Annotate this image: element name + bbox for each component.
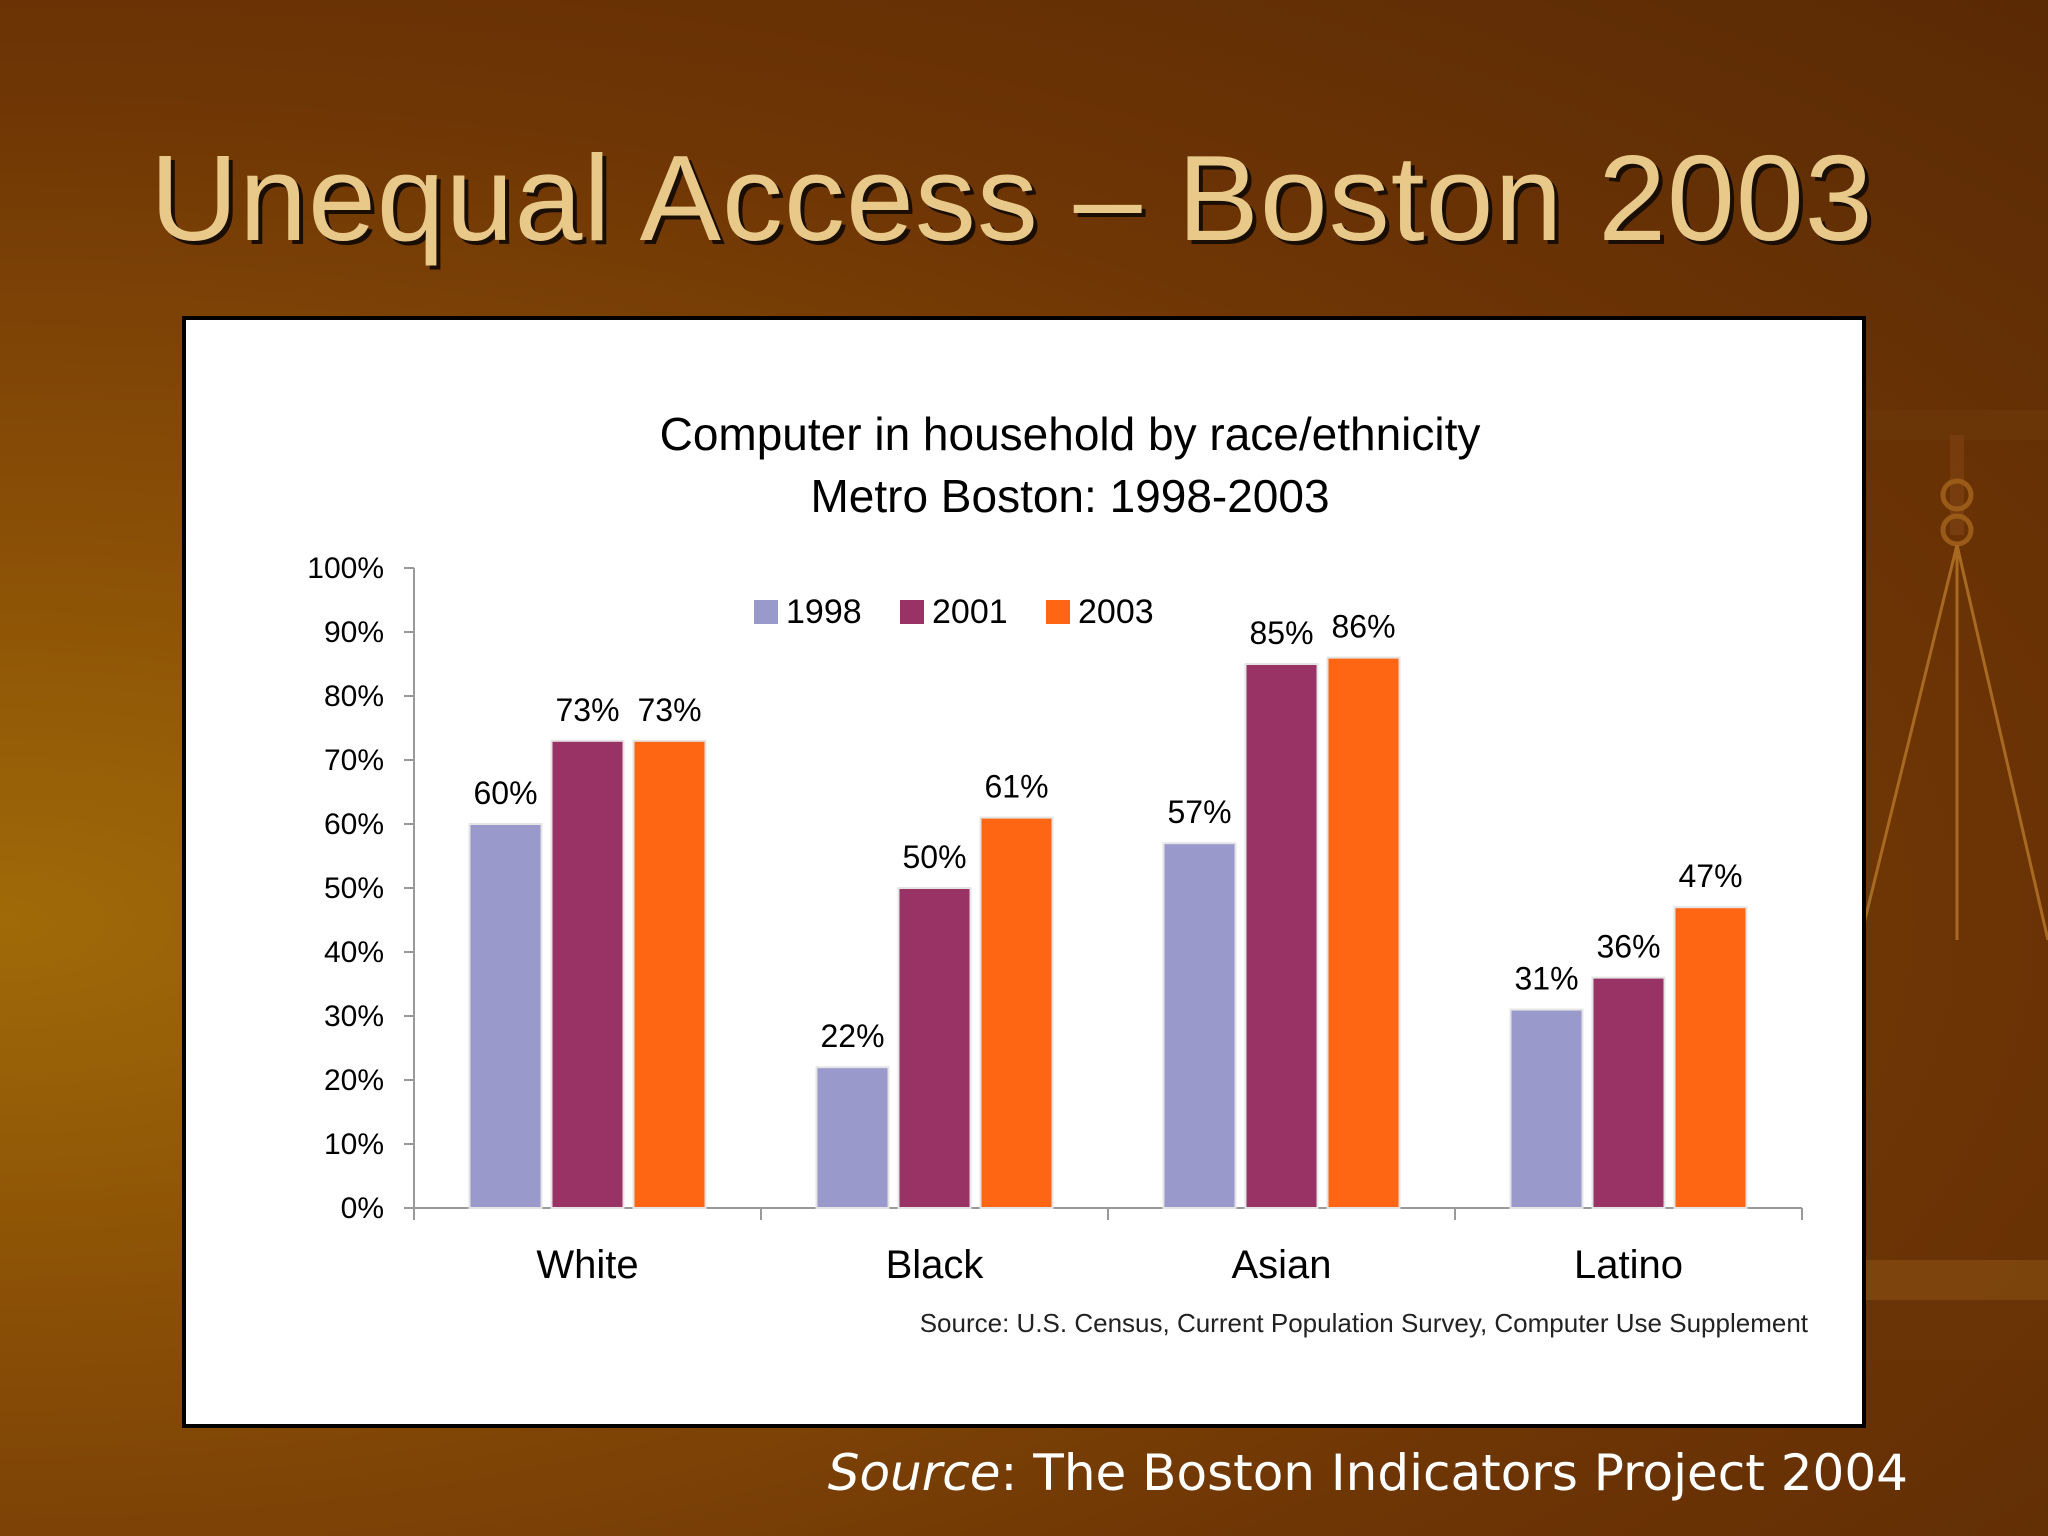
data-label: 85% [1249, 615, 1313, 651]
bar-white-2003 [632, 739, 707, 1209]
x-tick-label: Asian [1231, 1243, 1331, 1287]
bar-asian-2003 [1326, 656, 1401, 1210]
y-tick-label: 60% [324, 808, 384, 841]
bar-black-2003 [979, 816, 1054, 1209]
legend-label: 2001 [932, 593, 1008, 631]
y-tick-label: 50% [324, 872, 384, 905]
legend-label: 2003 [1078, 593, 1154, 631]
bar-latino-2001 [1591, 976, 1666, 1209]
bars [468, 656, 1748, 1210]
scales-of-justice-icon [1840, 410, 2048, 1360]
bar-latino-1998 [1509, 1008, 1584, 1209]
bar-asian-2001 [1244, 663, 1319, 1209]
data-label: 73% [637, 692, 701, 728]
chart-subtitle: Metro Boston: 1998-2003 [810, 470, 1329, 522]
y-tick-label: 70% [324, 744, 384, 777]
x-tick-label: White [536, 1243, 638, 1287]
bar-chart: Computer in household by race/ethnicity … [307, 408, 1809, 1338]
data-label: 47% [1678, 858, 1742, 894]
y-tick-label: 10% [324, 1128, 384, 1161]
chart-source-note: Source: U.S. Census, Current Population … [920, 1308, 1809, 1338]
data-label: 50% [902, 839, 966, 875]
data-label: 31% [1514, 961, 1578, 997]
x-axis-labels: White Black Asian Latino [536, 1243, 1683, 1287]
y-tick-label: 40% [324, 936, 384, 969]
bar-black-1998 [815, 1066, 890, 1210]
y-axis-ticks: 0% 10% 20% 30% 40% 50% 60% 70% 80% 90% 100% [307, 552, 414, 1225]
footer-source-label: Source [827, 1444, 1001, 1502]
legend-label: 1998 [786, 593, 862, 631]
bar-latino-2003 [1673, 906, 1748, 1209]
data-label: 61% [984, 769, 1048, 805]
y-tick-label: 30% [324, 1000, 384, 1033]
y-tick-label: 90% [324, 616, 384, 649]
slide-title: Unequal Access – Boston 2003 [150, 130, 1874, 266]
y-tick-label: 100% [307, 552, 384, 585]
data-label: 36% [1596, 929, 1660, 965]
bar-asian-1998 [1162, 842, 1237, 1209]
legend-swatch [1046, 600, 1070, 624]
y-tick-label: 0% [341, 1192, 384, 1225]
x-tick-label: Black [886, 1243, 985, 1287]
data-label: 73% [555, 692, 619, 728]
data-label: 57% [1167, 794, 1231, 830]
bar-white-2001 [550, 739, 625, 1209]
bar-white-1998 [468, 823, 543, 1209]
bar-black-2001 [897, 887, 972, 1209]
y-tick-label: 20% [324, 1064, 384, 1097]
x-tick-label: Latino [1574, 1243, 1683, 1287]
data-label: 86% [1331, 609, 1395, 645]
legend-swatch [754, 600, 778, 624]
y-tick-label: 80% [324, 680, 384, 713]
legend-swatch [900, 600, 924, 624]
footer-source: Source: The Boston Indicators Project 20… [828, 1444, 1908, 1502]
legend: 1998 2001 2003 [754, 593, 1154, 631]
chart-title: Computer in household by race/ethnicity [660, 408, 1481, 460]
data-labels: 60% 73% 73% 22% 50% 61% 57% 85% 86% 31% 36% 47% [473, 609, 1742, 1055]
data-label: 60% [473, 775, 537, 811]
data-label: 22% [820, 1018, 884, 1054]
chart-panel: Computer in household by race/ethnicity … [182, 316, 1866, 1428]
footer-source-text: : The Boston Indicators Project 2004 [1000, 1444, 1908, 1502]
